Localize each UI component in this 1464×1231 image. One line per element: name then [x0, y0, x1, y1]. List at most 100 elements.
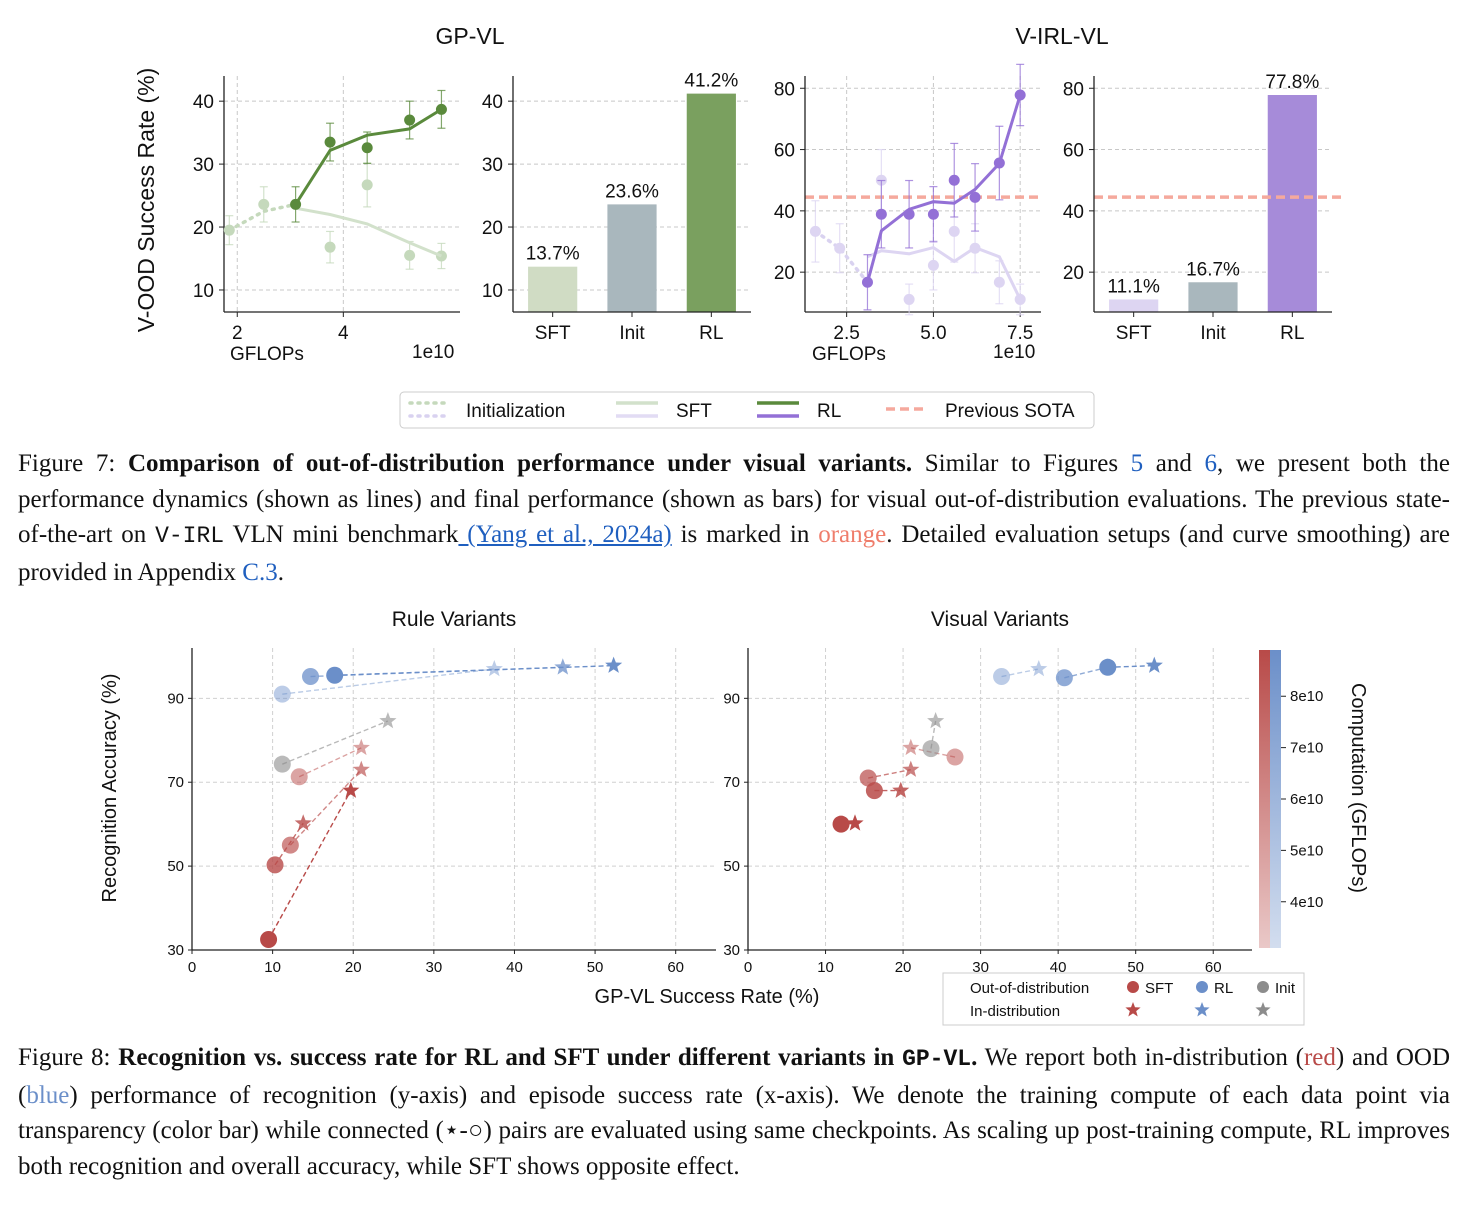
bar-value-label: 41.2% [684, 71, 738, 92]
bar-sft [528, 266, 578, 312]
visual-variants-title: Visual Variants [931, 608, 1069, 631]
colorbar-tick-label: 6e10 [1290, 791, 1323, 808]
ood-point-sft [865, 782, 883, 800]
y-tick-label: 30 [193, 155, 214, 176]
figure8-caption: Figure 8: Recognition vs. success rate f… [18, 1040, 1450, 1184]
bar-value-label: 11.1% [1107, 276, 1160, 297]
legend-id: In-distribution [970, 1003, 1060, 1020]
fig8-text-b: ) and OOD ( [18, 1044, 1451, 1109]
data-point [969, 191, 981, 203]
x-tick-label: Init [1200, 323, 1226, 344]
fig7-ref-5[interactable]: 5 [1130, 450, 1144, 477]
x-tick-label: 0 [744, 959, 752, 976]
fig7-text-d: VLN mini benchmark [224, 521, 459, 548]
x-tick-label: 40 [506, 959, 523, 976]
x-tick-label: 50 [587, 959, 604, 976]
data-point [903, 208, 915, 220]
pair-connector [298, 747, 362, 778]
id-point-rl [554, 658, 572, 675]
gpvl-xlabel: GFLOPs [230, 344, 304, 365]
legend-sft: SFT [676, 401, 712, 422]
id-point-sft [352, 760, 370, 777]
y-tick-label: 80 [1063, 79, 1084, 100]
bar-value-label: 23.6% [605, 181, 659, 202]
fig8-title-b: . [971, 1044, 978, 1071]
fig7-label: Figure 7: [18, 450, 116, 477]
fig7-citation[interactable]: (Yang et al., 2024a) [458, 521, 672, 548]
bar-value-label: 77.8% [1265, 72, 1319, 93]
gpvl-bar-panel: 10 20 30 40 13.7% SFT 23.6% Init 41.2% RL [482, 71, 751, 344]
fig7-title: Comparison of out-of-distribution perfor… [127, 450, 913, 477]
fig7-legend: Initialization SFT RL Previous SOTA [399, 391, 1095, 429]
x-tick-label: 40 [1050, 959, 1067, 976]
fig8-text-a: We report both in-distribution ( [977, 1044, 1304, 1071]
ood-point-sft [859, 769, 877, 787]
data-point [809, 225, 821, 237]
y-tick-label: 70 [167, 774, 184, 791]
rule-variants-title: Rule Variants [392, 608, 517, 631]
virl-x-multiplier: 1e10 [993, 342, 1035, 363]
legend-star-sft [1125, 1002, 1141, 1017]
fig7-text-b: and [1143, 450, 1205, 477]
y-tick-label: 30 [167, 942, 184, 959]
colorbar-tick-label: 8e10 [1290, 688, 1323, 705]
y-tick-label: 60 [774, 141, 795, 162]
fig8-xlabel: GP-VL Success Rate (%) [595, 986, 820, 1008]
fig8-title-mono: GP-VL [902, 1046, 972, 1072]
x-tick-label: 2 [232, 323, 243, 344]
x-tick-label: 60 [1205, 959, 1222, 976]
id-point-sft [352, 738, 370, 756]
pair-connector [267, 790, 352, 940]
x-tick-label: 50 [1127, 959, 1144, 976]
bar-init [607, 204, 657, 312]
fig7-ref-c3[interactable]: C.3 [242, 558, 278, 586]
ood-point-rl [1055, 669, 1073, 687]
x-tick-label: 20 [895, 959, 912, 976]
id-point-sft [902, 738, 920, 756]
pair-connector [1001, 668, 1039, 678]
colorbar-tick-label: 4e10 [1290, 894, 1323, 911]
x-tick-label: Init [619, 323, 645, 344]
pair-connector [868, 768, 911, 779]
fig7-text-f: . Detailed evaluation setups (and curve … [18, 521, 1451, 586]
ood-point-rl [302, 668, 320, 686]
y-tick-label: 10 [193, 281, 214, 302]
legend-previous-sota: Previous SOTA [945, 401, 1075, 422]
ood-point-init [273, 755, 291, 773]
legend8-sft: SFT [1145, 980, 1173, 997]
id-point-rl [605, 656, 623, 673]
data-point [1014, 89, 1026, 101]
id-point-sft [294, 814, 312, 831]
data-point [861, 276, 873, 288]
y-tick-label: 20 [1063, 263, 1084, 284]
colorbar: 8e10 7e10 6e10 5e10 4e10 [1259, 650, 1323, 948]
ood-point-sft [946, 748, 964, 766]
x-tick-label: 20 [345, 959, 362, 976]
y-tick-label: 60 [1063, 141, 1084, 162]
ood-point-rl [273, 685, 291, 703]
fig7-ref-6[interactable]: 6 [1204, 450, 1217, 477]
pair-connector [289, 769, 362, 846]
ood-point-sft [281, 836, 299, 854]
bar-sft [1109, 299, 1159, 312]
fig8-blue: blue [26, 1081, 70, 1109]
fig7-text-g: . [277, 558, 284, 586]
fig8-legend: Out-of-distribution In-distribution SFT … [942, 972, 1305, 1026]
data-point [223, 224, 235, 236]
y-tick-label: 70 [723, 774, 740, 791]
gpvl-x-multiplier: 1e10 [412, 342, 454, 363]
legend-star-rl [1194, 1002, 1210, 1017]
x-tick-label: RL [699, 323, 723, 344]
id-point-init [379, 712, 397, 729]
y-tick-label: 50 [723, 858, 740, 875]
ood-point-init [922, 740, 940, 758]
ood-point-rl [326, 666, 344, 684]
bar-rl [686, 93, 736, 312]
id-point-sft [846, 814, 864, 831]
data-point [834, 242, 846, 254]
y-tick-label: 40 [482, 92, 503, 113]
series-line-initialization [813, 229, 870, 285]
data-point [361, 179, 373, 191]
virl-bar-panel: 20 40 60 80 11.1% SFT 16.7% Init 77.8% RL [1063, 72, 1346, 344]
